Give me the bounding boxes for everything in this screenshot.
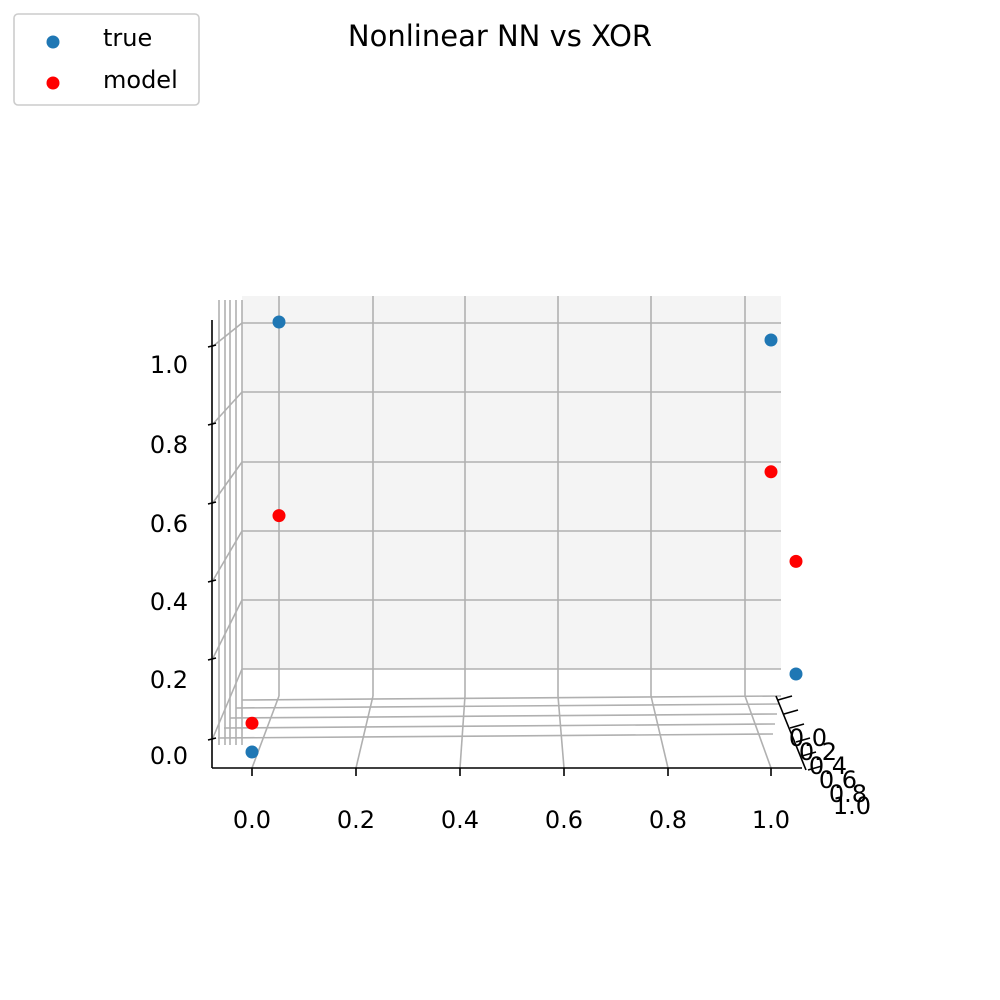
grid-line-z-side — [211, 322, 243, 348]
grid-line-z-side — [211, 668, 243, 741]
grid-line-y-floor — [223, 723, 776, 729]
z-tick-label: 0.2 — [150, 666, 188, 694]
point-model — [764, 465, 778, 479]
point-model — [245, 716, 259, 730]
x-tick-label: 0.8 — [649, 806, 687, 834]
y-tick-label: 1.0 — [833, 792, 871, 820]
grid-line-z-side — [211, 599, 243, 661]
z-tick-mark — [207, 422, 217, 426]
grid-line-x-floor — [744, 695, 772, 769]
legend-marker-model — [46, 76, 60, 90]
grid-line-y-floor — [235, 703, 780, 709]
grid-line-x-floor — [650, 695, 669, 769]
y-tick-label: 0.2 — [799, 738, 837, 766]
x-tick-label: 0.0 — [233, 806, 271, 834]
x-tick-label: 0.2 — [337, 806, 375, 834]
z-tick-mark — [207, 657, 217, 661]
y-tick-label: 0.8 — [829, 780, 867, 808]
y-axis-line — [775, 695, 807, 771]
z-tick-mark — [207, 579, 217, 583]
z-tick-label: 1.0 — [150, 351, 188, 379]
grid-line-z-side — [211, 391, 243, 426]
y-tick-mark — [795, 737, 811, 743]
tick-layer: 0.0 0.2 0.4 0.6 0.8 1.00.00.20.40.60.81.00.00… — [150, 344, 871, 834]
points-layer — [245, 315, 803, 759]
y-tick-mark — [777, 695, 793, 701]
z-tick-label: 0.0 — [150, 742, 188, 770]
grid-line-y-floor — [229, 713, 778, 719]
z-tick-label: 0.6 — [150, 510, 188, 538]
grid-line-x-floor — [251, 695, 280, 769]
grid-line-z-side — [211, 461, 243, 505]
point-true — [272, 315, 286, 329]
grid-line-x-floor — [459, 695, 466, 769]
grid-line-y-floor — [241, 695, 782, 701]
grid-layer — [211, 296, 782, 769]
legend-frame — [13, 13, 200, 106]
y-tick-mark — [789, 723, 805, 729]
y-tick-mark — [801, 751, 817, 757]
legend-marker-true — [46, 35, 60, 49]
z-tick-mark — [207, 737, 217, 741]
legend-label-true: true — [103, 24, 152, 52]
chart-title: Nonlinear NN vs XOR — [348, 19, 652, 53]
point-model — [272, 509, 286, 523]
x-tick-label: 0.4 — [441, 806, 479, 834]
y-tick-label: 0.6 — [819, 766, 857, 794]
axis-layer — [211, 320, 802, 769]
pane-back-wall — [242, 296, 781, 669]
legend: true model — [13, 13, 200, 106]
point-true — [764, 333, 778, 347]
point-true — [245, 745, 259, 759]
z-tick-label: 0.4 — [150, 588, 188, 616]
grid-line-y-floor — [217, 733, 774, 739]
z-tick-mark — [207, 344, 217, 348]
grid-line-x-floor — [355, 695, 374, 769]
z-tick-mark — [207, 501, 217, 505]
x-tick-label: 0.6 — [545, 806, 583, 834]
x-tick-label: 1.0 — [752, 806, 790, 834]
y-tick-label: 0.4 — [809, 752, 847, 780]
grid-line-x-floor — [557, 695, 565, 769]
z-tick-label: 0.8 — [150, 431, 188, 459]
y-tick-mark — [807, 765, 823, 771]
grid-line-z-side — [211, 530, 243, 583]
point-model — [789, 554, 803, 568]
y-tick-mark — [783, 709, 799, 715]
point-true — [789, 667, 803, 681]
legend-label-model: model — [103, 66, 178, 94]
